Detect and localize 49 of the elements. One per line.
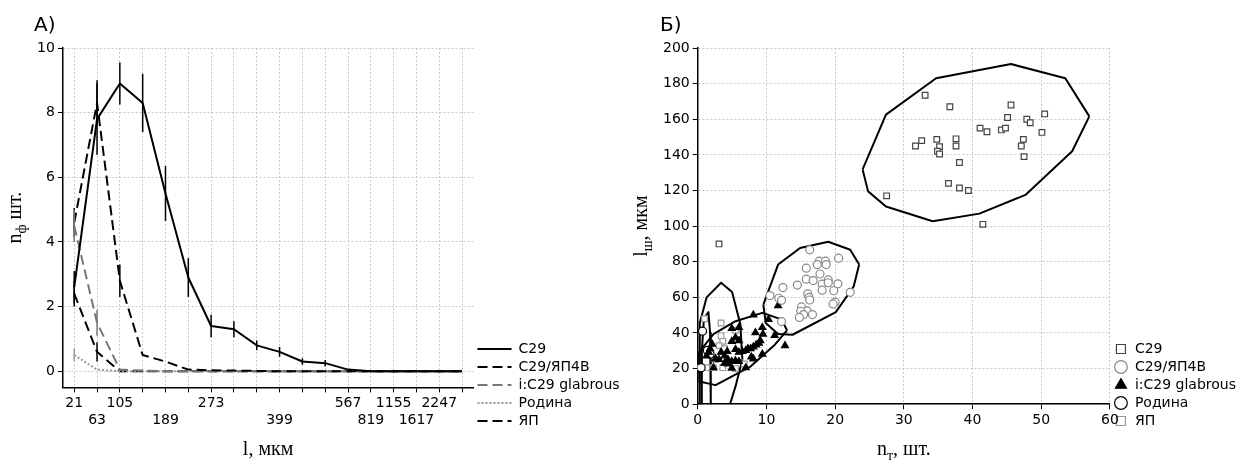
y-tick-label: 20	[671, 359, 690, 376]
x-tick-label: 1155	[375, 394, 412, 411]
y-tick-label: 8	[45, 103, 55, 120]
x-axis-title: l, мкм	[242, 437, 294, 460]
y-tick-label: 2	[45, 297, 55, 314]
y-tick-label: 140	[662, 145, 690, 162]
y-tick-label: 160	[662, 109, 690, 126]
x-tick-label: 30	[894, 411, 913, 428]
legend-label: C29/ЯП4В	[518, 357, 590, 374]
chart-title: А)	[34, 12, 56, 37]
x-tick-label: 189	[152, 411, 179, 428]
legend-label: Родина	[1134, 393, 1189, 410]
x-tick-label: 1617	[398, 411, 435, 428]
x-tick-label: 10	[757, 411, 776, 428]
y-tick-label: 40	[671, 323, 690, 340]
y-tick-label: 0	[45, 361, 55, 378]
legend-label: i:C29 glabrous	[1134, 375, 1237, 392]
legend-label: i:C29 glabrous	[518, 375, 620, 392]
y-axis-title: nф шт.	[3, 191, 29, 244]
legend-label: ЯП	[1134, 411, 1156, 428]
y-tick-label: 180	[662, 74, 690, 91]
y-tick-label: 6	[45, 167, 55, 184]
x-tick-label: 60	[1101, 411, 1119, 428]
x-tick-label: 0	[693, 411, 703, 428]
x-tick-label: 105	[106, 394, 134, 411]
legend-label: ЯП	[518, 411, 539, 428]
legend-label: C29	[1134, 339, 1163, 356]
chart-title: Б)	[660, 12, 682, 37]
y-tick-label: 100	[662, 216, 690, 233]
y-tick-label: 60	[671, 287, 690, 304]
y-tick-label: 10	[36, 38, 55, 55]
x-tick-label: 63	[88, 411, 106, 428]
x-tick-label: 567	[334, 394, 362, 411]
x-tick-label: 819	[357, 411, 385, 428]
x-tick-label: 273	[197, 394, 225, 411]
legend-label: C29/ЯП4В	[1134, 357, 1207, 374]
x-tick-label: 40	[963, 411, 982, 428]
x-tick-label: 21	[65, 394, 84, 411]
x-tick-label: 2247	[421, 394, 458, 411]
y-tick-label: 200	[662, 38, 690, 55]
legend-label: Родина	[518, 393, 573, 410]
x-tick-label: 20	[826, 411, 845, 428]
y-tick-label: 80	[671, 252, 690, 269]
x-tick-label: 399	[266, 411, 293, 428]
y-tick-label: 120	[662, 181, 690, 198]
y-tick-label: 4	[45, 232, 55, 249]
y-axis-title: lш, мкм	[629, 195, 655, 257]
legend-label: C29	[518, 339, 547, 356]
x-tick-label: 50	[1032, 411, 1051, 428]
